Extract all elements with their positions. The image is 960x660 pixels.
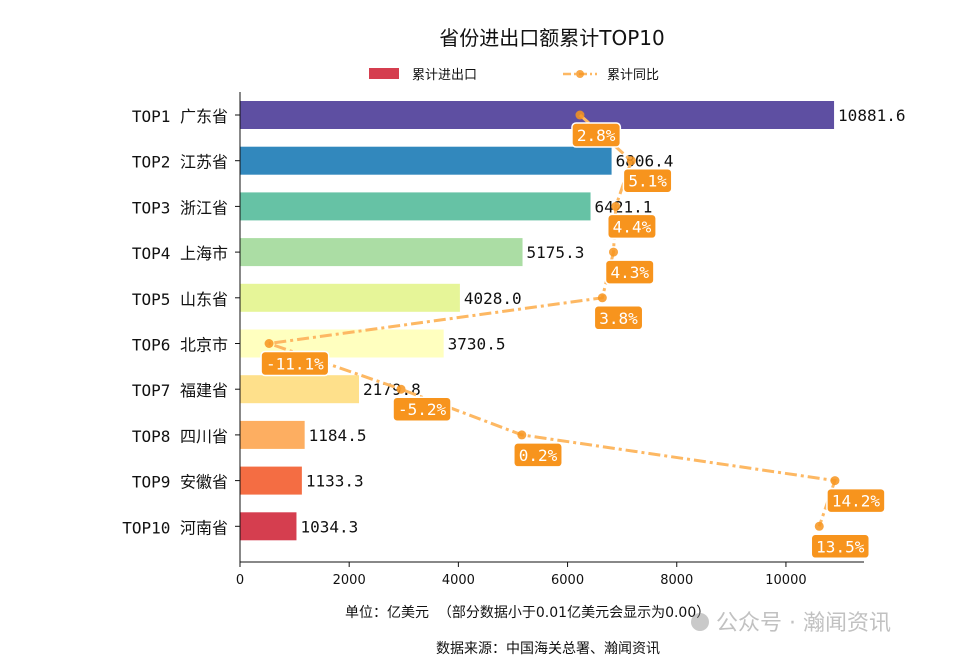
yoy-point — [597, 293, 607, 303]
category-label: TOP10 河南省 — [122, 518, 228, 537]
bar-value-label: 6421.1 — [595, 197, 653, 216]
yoy-label: 4.4% — [613, 217, 652, 236]
bar — [240, 238, 523, 267]
yoy-point — [626, 156, 636, 166]
bar — [240, 146, 612, 175]
bar-value-label: 2179.8 — [363, 380, 421, 399]
watermark-text: 公众号 · 瀚闻资讯 — [716, 611, 891, 636]
yoy-label-box — [571, 122, 622, 148]
watermark: 公众号 · 瀚闻资讯 — [691, 611, 891, 636]
x-tick-label: 6000 — [551, 573, 584, 588]
x-tick-label: 8000 — [660, 573, 693, 588]
yoy-point — [575, 110, 585, 120]
yoy-label: -11.1% — [266, 355, 324, 374]
x-tick-label: 2000 — [333, 573, 366, 588]
yoy-point — [814, 521, 824, 531]
bar-value-label: 1133.3 — [306, 472, 364, 491]
bar — [240, 375, 360, 404]
yoy-label-box — [593, 305, 644, 331]
x-axis-label: 单位：亿美元 （部分数据小于0.01亿美元会显示为0.00） — [345, 605, 710, 621]
bar — [240, 466, 302, 495]
bar — [240, 101, 835, 129]
yoy-label: 5.1% — [628, 172, 667, 191]
bar-value-label: 3730.5 — [448, 335, 506, 354]
bar-value-label: 5175.3 — [527, 243, 585, 262]
legend-bar-swatch — [369, 68, 399, 79]
category-label: TOP2 江苏省 — [132, 153, 228, 172]
yoy-label: 14.2% — [832, 492, 881, 511]
yoy-label-box — [604, 259, 655, 285]
category-label: TOP6 北京市 — [132, 336, 228, 355]
legend-line-label: 累计同比 — [607, 68, 659, 83]
yoy-point — [517, 430, 527, 440]
x-tick-label: 10000 — [765, 573, 806, 588]
legend-bar-label: 累计进出口 — [412, 68, 477, 83]
yoy-label: 0.2% — [519, 446, 558, 465]
yoy-label: 3.8% — [599, 309, 638, 328]
x-tick-label: 4000 — [442, 573, 475, 588]
category-label: TOP9 安徽省 — [132, 473, 228, 492]
bar-value-label: 1034.3 — [300, 517, 358, 536]
yoy-label-box — [810, 533, 871, 560]
bar — [240, 512, 297, 541]
yoy-point — [396, 384, 406, 394]
yoy-label: 4.3% — [610, 263, 649, 282]
yoy-label-box — [606, 213, 657, 240]
yoy-label-box — [622, 167, 673, 194]
bar — [240, 420, 305, 449]
bar-value-label: 6806.4 — [616, 152, 674, 171]
yoy-label: 13.5% — [816, 537, 865, 556]
bar-value-label: 10881.6 — [838, 106, 905, 125]
legend-line-marker — [576, 70, 584, 78]
category-label: TOP7 福建省 — [132, 381, 228, 400]
yoy-point — [264, 339, 274, 348]
chart-title: 省份进出口额累计TOP10 — [439, 26, 664, 50]
yoy-point — [830, 476, 840, 486]
yoy-label-box — [826, 487, 886, 514]
category-label: TOP3 浙江省 — [132, 198, 228, 217]
source-note: 数据来源：中国海关总署、瀚闻资讯 — [436, 641, 660, 657]
wechat-icon — [691, 613, 709, 631]
bar — [240, 192, 591, 221]
bar-value-label: 4028.0 — [464, 289, 522, 308]
category-label: TOP4 上海市 — [132, 244, 228, 263]
yoy-label-box — [392, 396, 452, 422]
yoy-label-box — [513, 442, 563, 468]
yoy-label: 2.8% — [577, 126, 616, 145]
yoy-label-box — [260, 350, 330, 377]
category-label: TOP8 四川省 — [132, 427, 228, 446]
x-tick-label: 0 — [236, 573, 244, 588]
yoy-label: -5.2% — [398, 400, 447, 419]
bar-value-label: 1184.5 — [309, 426, 367, 445]
bar — [240, 283, 460, 312]
legend: 累计进出口 累计同比 — [369, 68, 659, 83]
category-label: TOP1 广东省 — [132, 107, 228, 126]
yoy-point — [611, 201, 621, 211]
category-label: TOP5 山东省 — [132, 290, 228, 309]
yoy-point — [609, 247, 619, 257]
